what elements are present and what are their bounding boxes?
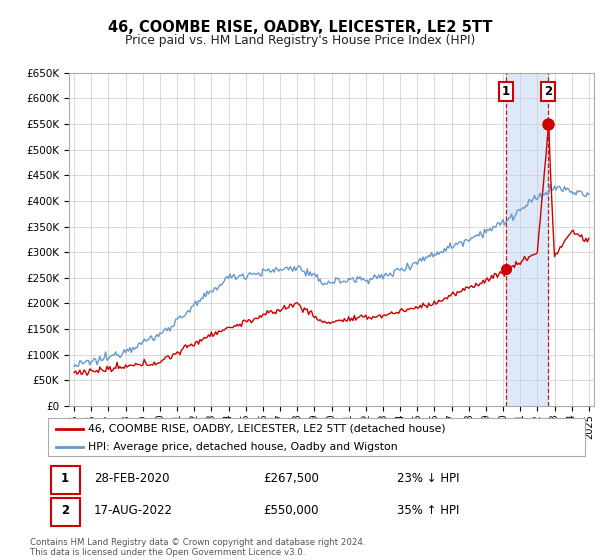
Text: HPI: Average price, detached house, Oadby and Wigston: HPI: Average price, detached house, Oadb… bbox=[88, 442, 398, 452]
Text: 2: 2 bbox=[544, 85, 552, 97]
Text: 17-AUG-2022: 17-AUG-2022 bbox=[94, 504, 173, 517]
Text: 23% ↓ HPI: 23% ↓ HPI bbox=[397, 472, 460, 484]
Bar bbox=[506, 73, 548, 406]
FancyBboxPatch shape bbox=[50, 498, 80, 526]
Text: 46, COOMBE RISE, OADBY, LEICESTER, LE2 5TT: 46, COOMBE RISE, OADBY, LEICESTER, LE2 5… bbox=[108, 20, 492, 35]
Text: 46, COOMBE RISE, OADBY, LEICESTER, LE2 5TT (detached house): 46, COOMBE RISE, OADBY, LEICESTER, LE2 5… bbox=[88, 424, 446, 434]
FancyBboxPatch shape bbox=[50, 465, 80, 493]
Text: 35% ↑ HPI: 35% ↑ HPI bbox=[397, 504, 460, 517]
Text: 1: 1 bbox=[61, 472, 69, 484]
Text: 2: 2 bbox=[61, 504, 69, 517]
Text: £267,500: £267,500 bbox=[263, 472, 319, 484]
FancyBboxPatch shape bbox=[48, 418, 585, 456]
Text: 1: 1 bbox=[502, 85, 510, 97]
Text: Price paid vs. HM Land Registry's House Price Index (HPI): Price paid vs. HM Land Registry's House … bbox=[125, 34, 475, 46]
Text: 28-FEB-2020: 28-FEB-2020 bbox=[94, 472, 169, 484]
Text: Contains HM Land Registry data © Crown copyright and database right 2024.
This d: Contains HM Land Registry data © Crown c… bbox=[30, 538, 365, 557]
Text: £550,000: £550,000 bbox=[263, 504, 319, 517]
